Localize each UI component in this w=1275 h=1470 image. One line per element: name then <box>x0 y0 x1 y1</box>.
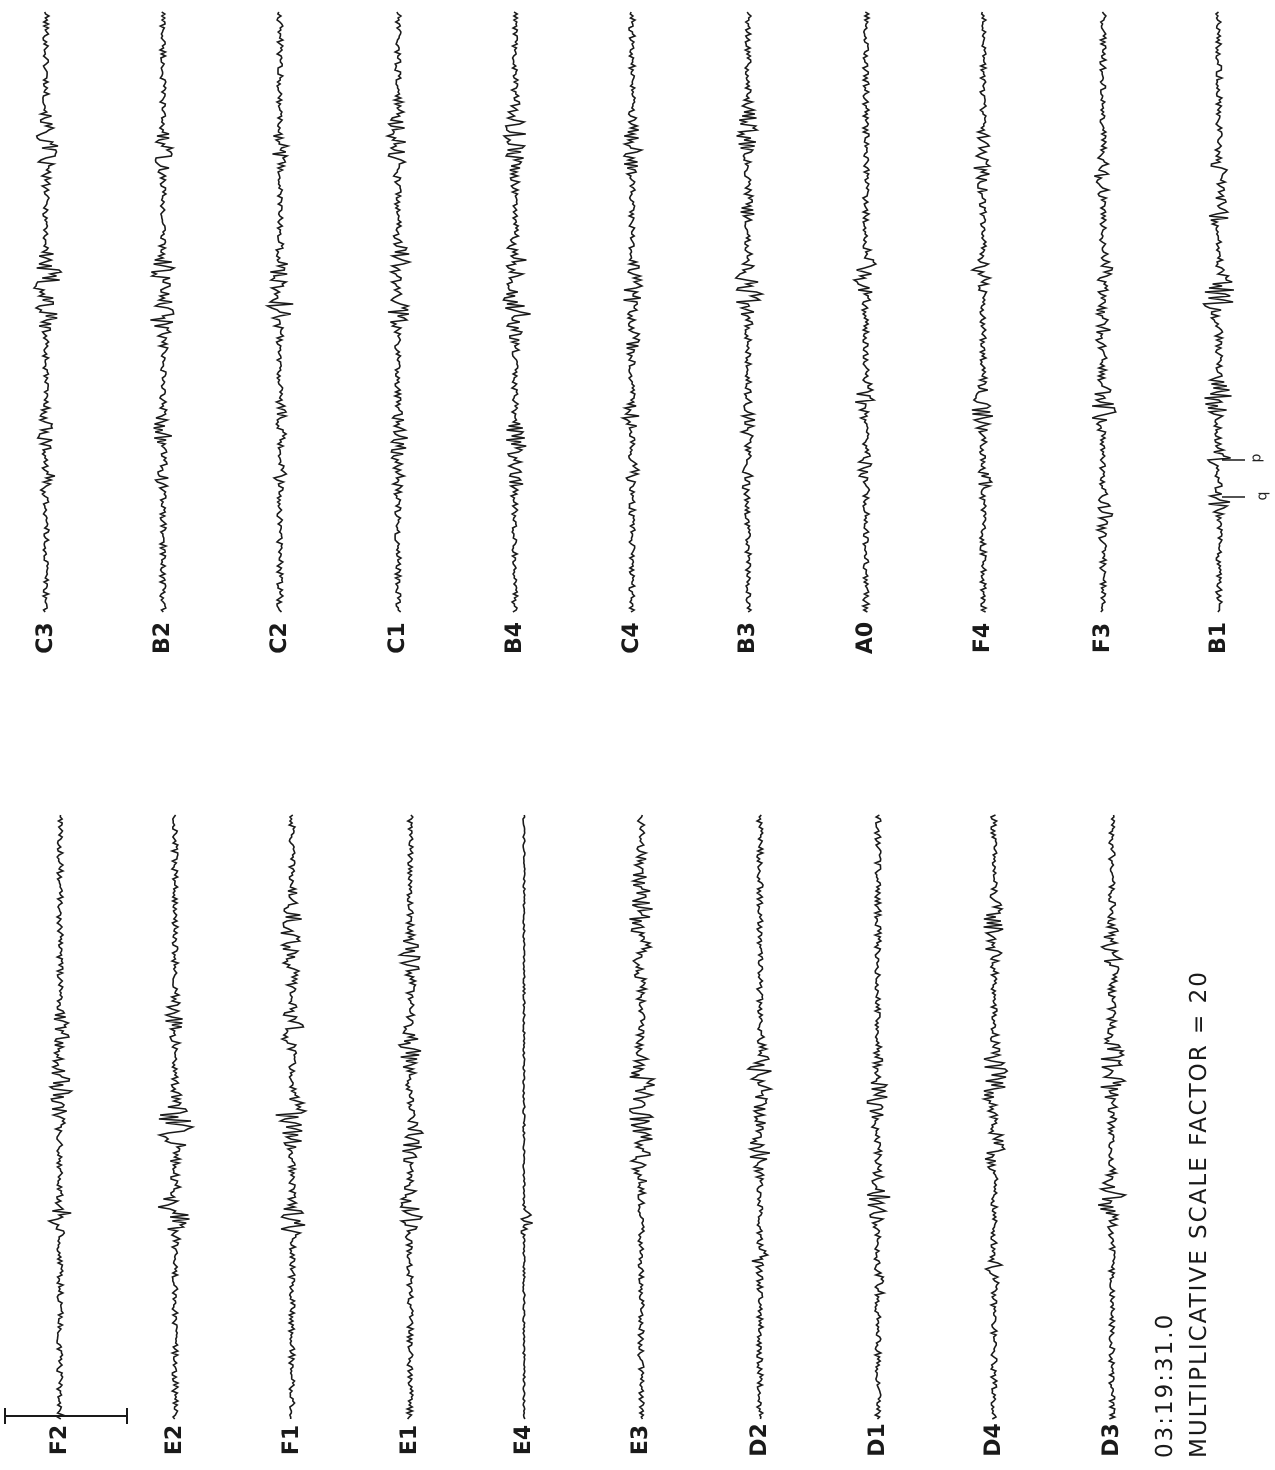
trace-d1 <box>866 814 891 1420</box>
pick-mark-q: q <box>1254 491 1271 501</box>
trace-f2 <box>46 814 74 1420</box>
trace-f3 <box>1091 11 1117 613</box>
trace-label-a0: A0 <box>853 621 878 655</box>
trace-label-d2: D2 <box>747 1423 772 1457</box>
trace-c2 <box>264 11 294 613</box>
trace-c1 <box>384 11 413 613</box>
trace-label-c1: C1 <box>385 622 410 654</box>
trace-label-e2: E2 <box>162 1424 187 1456</box>
trace-label-e3: E3 <box>628 1424 653 1456</box>
trace-b4 <box>502 11 531 613</box>
trace-label-c4: C4 <box>619 622 644 654</box>
trace-label-f3: F3 <box>1090 622 1115 654</box>
trace-b2 <box>149 11 177 613</box>
scale-bar <box>4 1408 128 1424</box>
trace-d4 <box>980 814 1009 1420</box>
trace-label-e4: E4 <box>511 1424 536 1456</box>
trace-label-b2: B2 <box>150 621 175 655</box>
trace-label-b3: B3 <box>735 621 760 655</box>
trace-label-d4: D4 <box>981 1423 1006 1457</box>
trace-c3 <box>32 11 63 613</box>
trace-label-c2: C2 <box>267 622 292 654</box>
caption: 03:19:31.0 MULTIPLICATIVE SCALE FACTOR =… <box>1148 970 1216 1458</box>
trace-d2 <box>745 814 774 1420</box>
trace-label-f1: F1 <box>279 1424 304 1456</box>
trace-d3 <box>1097 814 1128 1420</box>
trace-e4 <box>519 814 533 1420</box>
pick-mark-p: p <box>1248 453 1265 463</box>
trace-f4 <box>969 11 994 613</box>
trace-b3 <box>734 11 766 613</box>
trace-label-e1: E1 <box>397 1424 422 1456</box>
trace-e3 <box>628 814 657 1420</box>
trace-label-b4: B4 <box>502 621 527 655</box>
trace-b1 <box>1202 11 1234 613</box>
trace-e2 <box>156 814 196 1420</box>
caption-time: 03:19:31.0 <box>1152 1312 1178 1458</box>
trace-label-d3: D3 <box>1099 1423 1124 1457</box>
trace-label-f2: F2 <box>47 1424 72 1456</box>
trace-label-b1: B1 <box>1206 621 1231 655</box>
trace-c4 <box>619 11 645 613</box>
trace-a0 <box>851 11 878 613</box>
trace-f1 <box>275 814 308 1419</box>
trace-label-c3: C3 <box>33 622 58 654</box>
trace-label-d1: D1 <box>865 1423 890 1457</box>
trace-label-f4: F4 <box>970 622 995 654</box>
trace-e1 <box>397 814 425 1420</box>
pick-ticks <box>1222 459 1245 498</box>
caption-scale: MULTIPLICATIVE SCALE FACTOR = 20 <box>1186 970 1212 1458</box>
